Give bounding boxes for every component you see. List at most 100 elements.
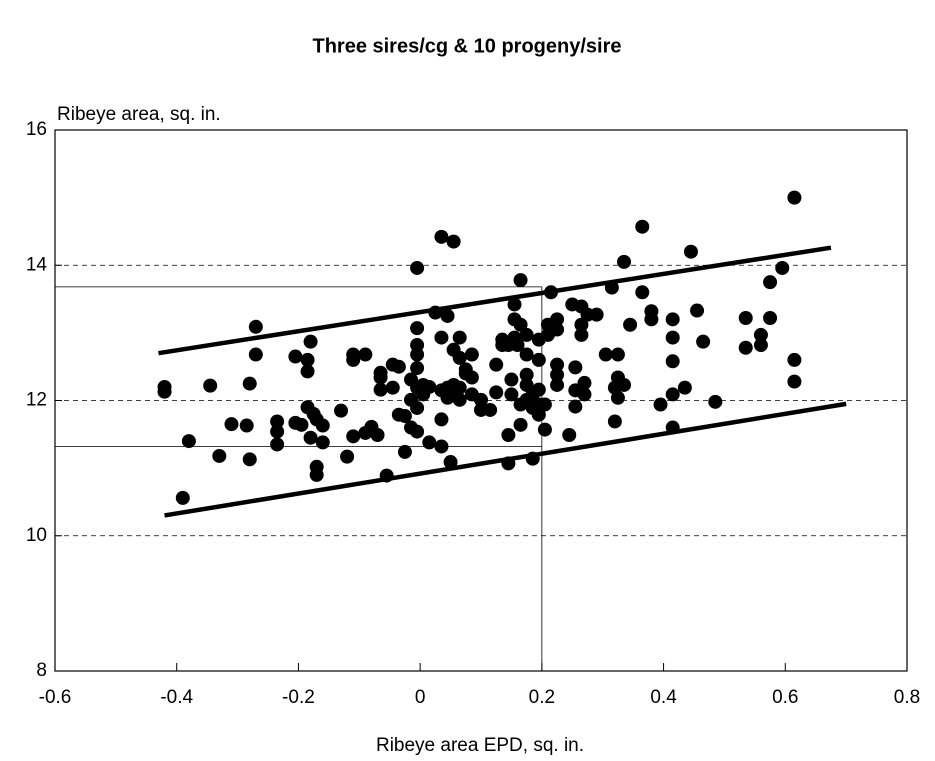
point [410, 424, 425, 439]
point [513, 417, 528, 432]
point [519, 367, 534, 382]
point [504, 387, 519, 402]
point [519, 327, 534, 342]
point [303, 430, 318, 445]
point [334, 403, 349, 418]
point [513, 317, 528, 332]
point [422, 435, 437, 450]
point [346, 429, 361, 444]
x-axis-label: Ribeye area EPD, sq. in. [376, 735, 584, 756]
point [370, 427, 385, 442]
point [531, 352, 546, 367]
point [309, 467, 324, 482]
point [550, 367, 565, 382]
point [385, 380, 400, 395]
point [501, 427, 516, 442]
point [391, 359, 406, 374]
point [489, 385, 504, 400]
point [452, 380, 467, 395]
point [604, 280, 619, 295]
point [610, 347, 625, 362]
chart-title: Three sires/cg & 10 progeny/sire [312, 35, 621, 57]
point [617, 254, 632, 269]
point [543, 285, 558, 300]
x-tick-label: -0.4 [160, 687, 193, 708]
point [665, 354, 680, 369]
point [452, 330, 467, 345]
x-tick-label: -0.2 [282, 687, 315, 708]
point [513, 273, 528, 288]
point [623, 317, 638, 332]
point [525, 451, 540, 466]
point [464, 347, 479, 362]
point [683, 244, 698, 259]
point [300, 352, 315, 367]
x-tick-label: 0.6 [772, 687, 798, 708]
point [753, 327, 768, 342]
x-tick-label: 0.2 [529, 687, 555, 708]
point [510, 338, 525, 353]
point [644, 312, 659, 327]
point [270, 424, 285, 439]
point [708, 394, 723, 409]
point [483, 402, 498, 417]
point [577, 375, 592, 390]
point [175, 490, 190, 505]
point [397, 444, 412, 459]
point [440, 308, 455, 323]
point [537, 422, 552, 437]
point [410, 260, 425, 275]
point [696, 334, 711, 349]
point [690, 303, 705, 318]
point [288, 349, 303, 364]
point [346, 352, 361, 367]
point [531, 407, 546, 422]
point [568, 360, 583, 375]
point [452, 392, 467, 407]
trend-line [158, 245, 832, 356]
point [763, 310, 778, 325]
point [242, 452, 257, 467]
point [665, 312, 680, 327]
point [550, 322, 565, 337]
x-tick-label: 0 [415, 687, 426, 708]
point [242, 376, 257, 391]
point [294, 417, 309, 432]
point [635, 285, 650, 300]
y-tick-label: 16 [26, 119, 47, 140]
y-tick-label: 12 [26, 390, 47, 411]
point [504, 372, 519, 387]
point [607, 414, 622, 429]
point [665, 387, 680, 402]
point [434, 229, 449, 244]
point [635, 219, 650, 234]
point [677, 380, 692, 395]
point [665, 420, 680, 435]
point [181, 434, 196, 449]
point [443, 455, 458, 470]
point [738, 340, 753, 355]
point [787, 374, 802, 389]
point [270, 414, 285, 429]
x-tick-label: 0.4 [650, 687, 677, 708]
point [507, 297, 522, 312]
point [753, 338, 768, 353]
point [598, 347, 613, 362]
x-tick-label: 0.8 [894, 687, 920, 708]
y-tick-label: 10 [26, 525, 47, 546]
point [270, 437, 285, 452]
point [428, 305, 443, 320]
point [464, 370, 479, 385]
point [452, 350, 467, 365]
point [300, 364, 315, 379]
point [653, 397, 668, 412]
point [422, 379, 437, 394]
point [787, 352, 802, 367]
point [763, 275, 778, 290]
point [610, 390, 625, 405]
point [410, 361, 425, 376]
point [315, 418, 330, 433]
point [358, 347, 373, 362]
